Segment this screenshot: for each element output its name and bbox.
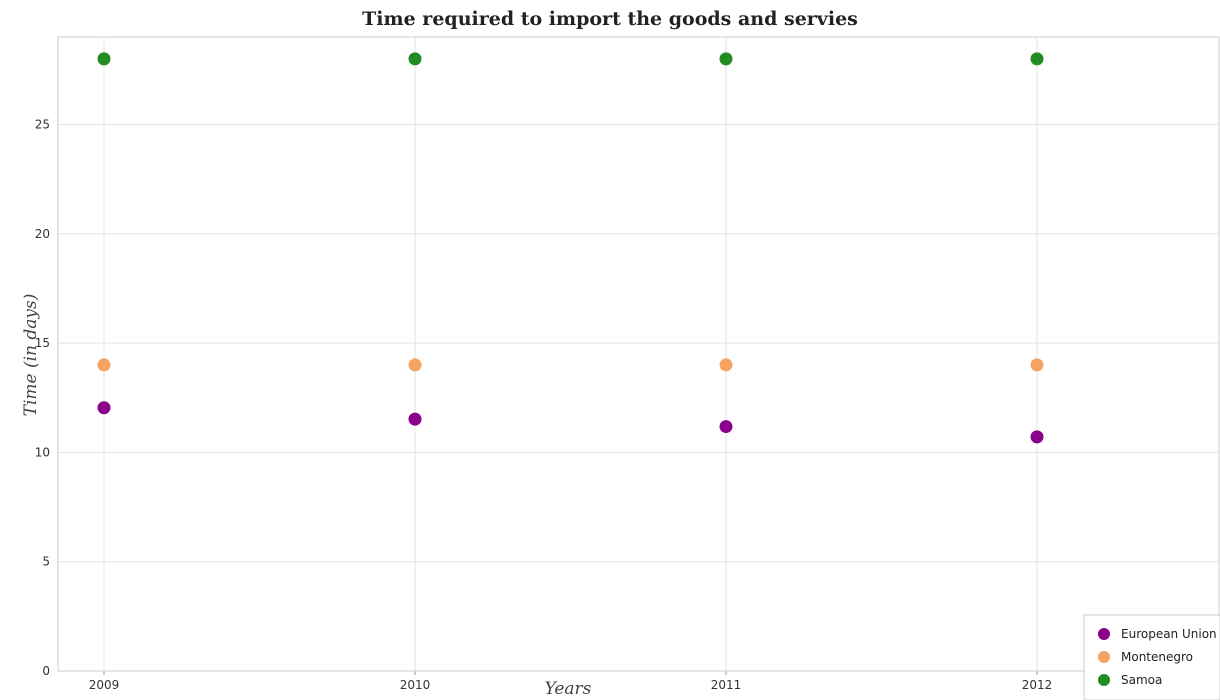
x-tick-label: 2011: [711, 678, 742, 692]
legend: European Union Montenegro Samoa: [1083, 614, 1220, 700]
grid: [58, 37, 1219, 672]
point-montenegro-2010: [408, 358, 422, 372]
point-european-union-2009: [97, 401, 111, 415]
legend-label-montenegro: Montenegro: [1121, 650, 1193, 664]
legend-marker-european-union: [1098, 628, 1110, 640]
legend-marker-samoa: [1098, 674, 1110, 686]
point-montenegro-2009: [97, 358, 111, 372]
plot-frame: [57, 36, 1220, 672]
x-axis-title: Years: [545, 679, 592, 699]
legend-label-samoa: Samoa: [1121, 673, 1162, 687]
point-european-union-2011: [719, 420, 733, 434]
y-axis-ticks: 0 5 10 15 20 25: [35, 117, 50, 678]
y-tick-label: 5: [42, 555, 50, 569]
y-tick-label: 15: [35, 336, 50, 350]
x-tick-label: 2012: [1022, 678, 1053, 692]
point-samoa-2009: [97, 52, 111, 66]
x-tick-label: 2010: [400, 678, 431, 692]
y-axis-title: Time (in days): [21, 294, 41, 417]
point-samoa-2012: [1030, 52, 1044, 66]
y-tick-label: 10: [35, 445, 50, 459]
point-european-union-2010: [408, 412, 422, 426]
chart-title: Time required to import the goods and se…: [362, 8, 858, 30]
data-points: [97, 52, 1044, 444]
legend-label-european-union: European Union: [1121, 627, 1217, 641]
legend-marker-montenegro: [1098, 651, 1110, 663]
y-tick-label: 20: [35, 227, 50, 241]
point-european-union-2012: [1030, 430, 1044, 444]
y-tick-label: 25: [35, 117, 50, 131]
x-tick-label: 2009: [89, 678, 120, 692]
point-montenegro-2012: [1030, 358, 1044, 372]
point-montenegro-2011: [719, 358, 733, 372]
point-samoa-2011: [719, 52, 733, 66]
y-tick-label: 0: [42, 664, 50, 678]
x-axis-ticks: 2009 2010 2011 2012: [89, 671, 1053, 692]
point-samoa-2010: [408, 52, 422, 66]
